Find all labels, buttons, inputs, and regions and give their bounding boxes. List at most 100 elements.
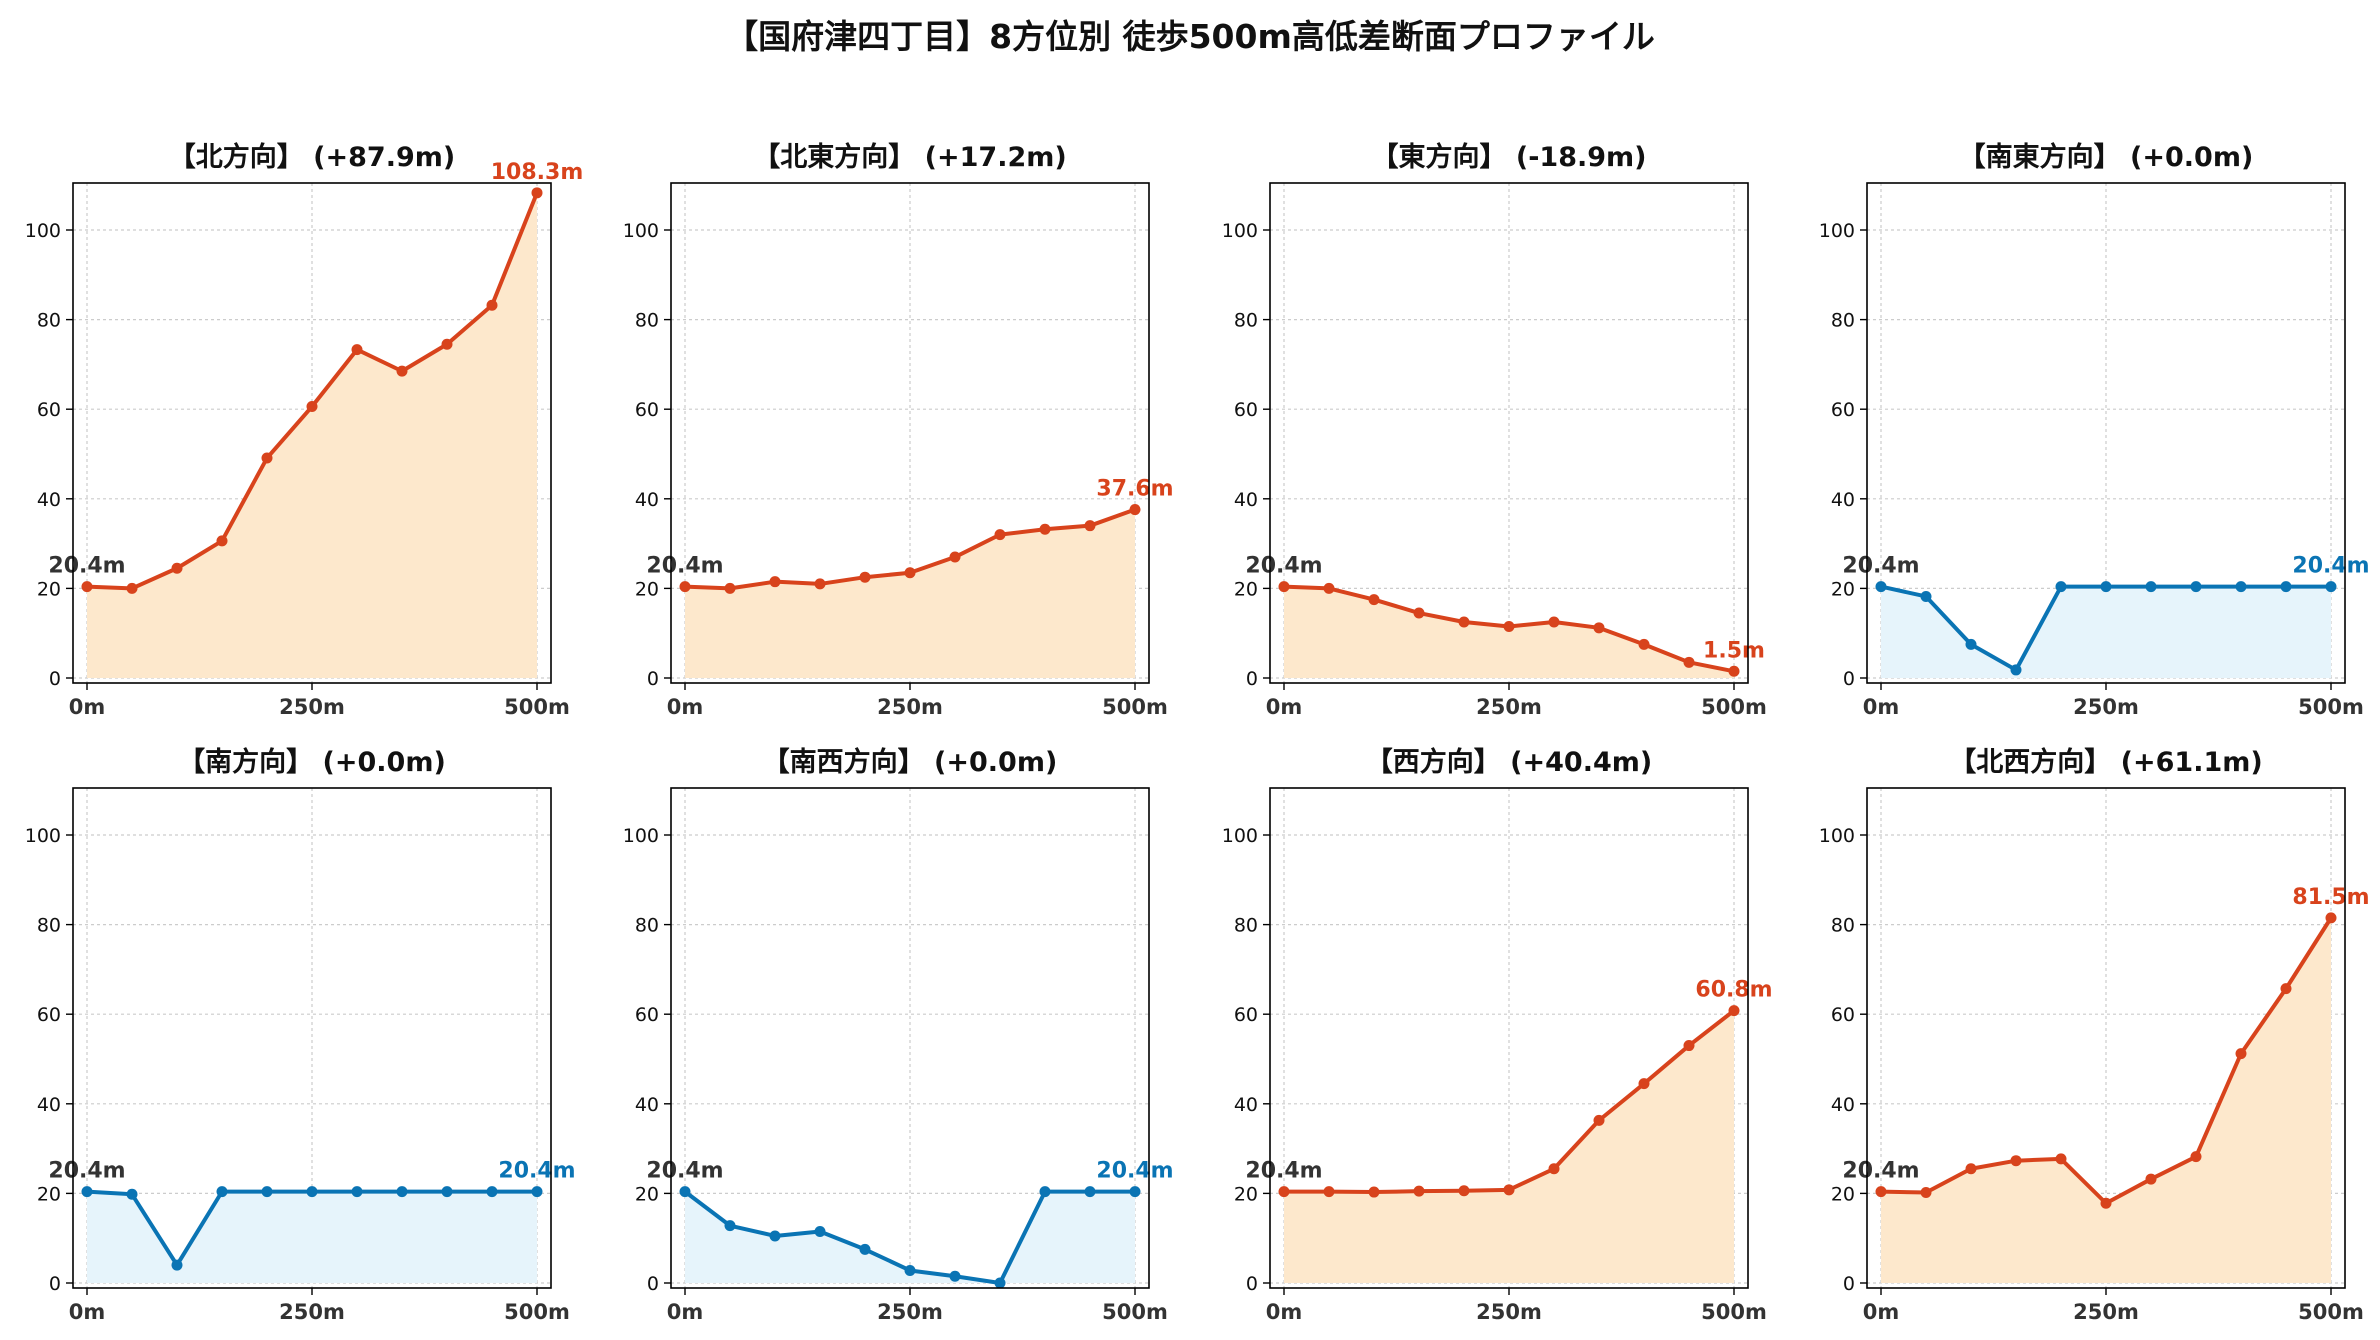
data-point [81, 581, 93, 593]
data-point [1683, 656, 1695, 668]
data-point [351, 344, 363, 356]
start-label: 20.4m [1842, 1159, 1919, 1184]
x-tick-label: 500m [1102, 1300, 1168, 1324]
y-tick-label: 0 [1843, 668, 1855, 690]
data-point [1129, 504, 1141, 516]
data-point [1129, 1186, 1141, 1198]
data-point [949, 1270, 961, 1282]
data-point [1965, 638, 1977, 650]
x-tick-label: 0m [1863, 1300, 1900, 1324]
y-tick-label: 100 [623, 825, 659, 847]
data-point [814, 578, 826, 590]
start-label: 20.4m [48, 554, 125, 579]
data-point [1920, 590, 1932, 602]
x-tick-label: 250m [2073, 1300, 2139, 1324]
data-point [2010, 664, 2022, 676]
panel-title: 【南方向】 (+0.0m) [178, 746, 446, 778]
data-point [306, 1186, 318, 1198]
data-point [2235, 581, 2247, 593]
data-point [1548, 1163, 1560, 1175]
data-point [1323, 1186, 1335, 1198]
panel-5: 【南西方向】 (+0.0m) 20.4m 20.4m 0 20 40 60 80 100 0m 25… [623, 746, 1174, 1324]
area-fill [1881, 586, 2331, 678]
y-tick-label: 60 [37, 1004, 61, 1026]
data-point [486, 1186, 498, 1198]
data-point [2325, 912, 2337, 924]
data-point [1920, 1187, 1932, 1199]
panel-title: 【西方向】 (+40.4m) [1366, 746, 1652, 778]
area-fill [685, 509, 1135, 678]
y-tick-label: 0 [49, 668, 61, 690]
data-point [351, 1186, 363, 1198]
panel-2: 【東方向】 (-18.9m) 20.4m 1.5m 0 20 40 60 80 100 0m 250… [1222, 141, 1767, 719]
y-tick-label: 60 [1234, 399, 1258, 421]
data-point [126, 582, 138, 594]
data-point [1728, 665, 1740, 677]
data-point [396, 365, 408, 377]
data-point [2190, 581, 2202, 593]
y-tick-label: 60 [635, 399, 659, 421]
x-tick-label: 500m [1102, 695, 1168, 719]
y-tick-label: 20 [37, 1183, 61, 1205]
data-point [1039, 523, 1051, 535]
data-point [724, 582, 736, 594]
data-point [2325, 581, 2337, 593]
y-tick-label: 20 [1831, 578, 1855, 600]
y-tick-label: 100 [25, 825, 61, 847]
data-point [2190, 1151, 2202, 1163]
data-point [1548, 616, 1560, 628]
data-point [486, 299, 498, 311]
data-point [1413, 1185, 1425, 1197]
data-point [81, 1186, 93, 1198]
data-point [1503, 1184, 1515, 1196]
data-point [904, 567, 916, 579]
x-tick-label: 500m [2298, 1300, 2364, 1324]
end-label: 81.5m [2292, 885, 2369, 910]
x-tick-label: 250m [877, 695, 943, 719]
data-point [1039, 1186, 1051, 1198]
data-point [724, 1220, 736, 1232]
data-point [396, 1186, 408, 1198]
y-tick-label: 60 [635, 1004, 659, 1026]
data-point [1278, 1186, 1290, 1198]
y-tick-label: 60 [1831, 1004, 1855, 1026]
y-tick-label: 40 [635, 1094, 659, 1116]
data-point [216, 535, 228, 547]
area-fill [1881, 917, 2331, 1283]
x-tick-label: 500m [1701, 695, 1767, 719]
data-point [2145, 1173, 2157, 1185]
y-tick-label: 20 [1234, 1183, 1258, 1205]
y-tick-label: 20 [37, 578, 61, 600]
panel-title: 【南東方向】 (+0.0m) [1959, 141, 2254, 173]
y-tick-label: 40 [37, 1094, 61, 1116]
start-label: 20.4m [48, 1159, 125, 1184]
x-tick-label: 0m [69, 1300, 106, 1324]
data-point [2280, 581, 2292, 593]
page-title: 【国府津四丁目】8方位別 徒歩500m高低差断面プロファイル [725, 17, 1655, 56]
x-tick-label: 250m [2073, 695, 2139, 719]
x-tick-label: 0m [69, 695, 106, 719]
data-point [1638, 638, 1650, 650]
data-point [994, 529, 1006, 541]
y-tick-label: 60 [1234, 1004, 1258, 1026]
x-tick-label: 500m [2298, 695, 2364, 719]
panel-title: 【北方向】 (+87.9m) [169, 141, 455, 173]
y-tick-label: 40 [1234, 1094, 1258, 1116]
area-fill [685, 1191, 1135, 1283]
x-tick-label: 250m [1476, 695, 1542, 719]
data-point [171, 562, 183, 574]
data-point [261, 1186, 273, 1198]
data-point [2235, 1048, 2247, 1060]
data-point [261, 452, 273, 464]
start-label: 20.4m [646, 1159, 723, 1184]
area-fill [87, 192, 537, 679]
y-tick-label: 40 [1831, 1094, 1855, 1116]
x-tick-label: 250m [877, 1300, 943, 1324]
start-label: 20.4m [646, 554, 723, 579]
data-point [904, 1264, 916, 1276]
y-tick-label: 100 [25, 220, 61, 242]
y-tick-label: 100 [1819, 825, 1855, 847]
y-tick-label: 40 [37, 489, 61, 511]
y-tick-label: 0 [1246, 1273, 1258, 1295]
data-point [1084, 1186, 1096, 1198]
